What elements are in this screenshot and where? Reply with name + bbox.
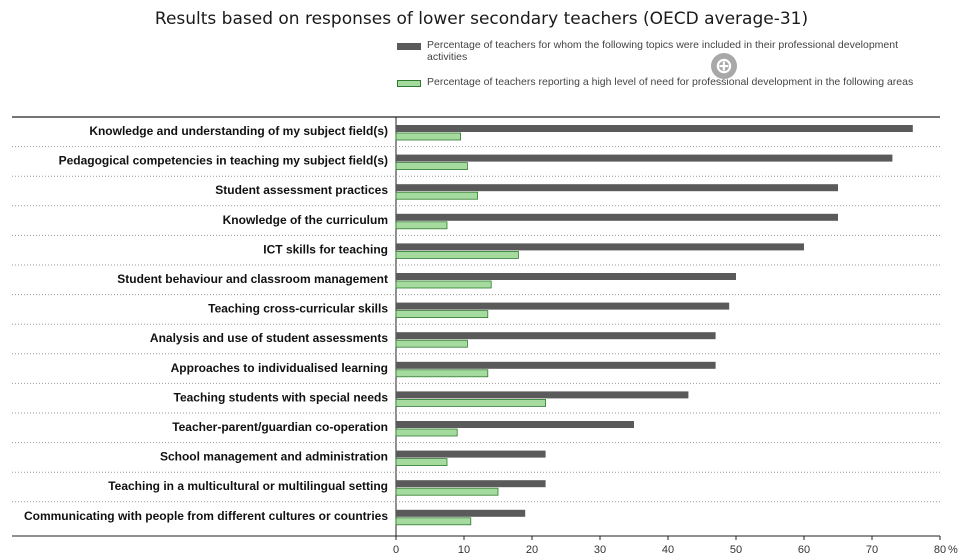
bar-need [395,280,492,289]
bar-need [395,310,489,319]
x-tick-label: 40 [662,544,674,556]
x-tick-label: 10 [458,544,470,556]
bar-need [395,191,478,200]
bar-included [396,302,730,310]
x-unit-label: % [948,544,958,556]
legend-swatch-need [397,80,421,87]
x-tick-label: 70 [866,544,878,556]
bar-included [396,421,634,428]
category-label: Knowledge and understanding of my subjec… [89,124,388,138]
x-tick-label: 50 [730,544,742,556]
category-label: Analysis and use of student assessments [150,331,388,345]
x-tick-label: 30 [594,544,606,556]
bar-included [396,509,526,517]
category-label: Knowledge of the curriculum [223,213,388,227]
bar-included [396,243,804,251]
x-tick-label: 80 [934,544,946,556]
category-label: ICT skills for teaching [263,242,388,256]
x-tick-label: 60 [798,544,810,556]
bar-need [395,250,519,259]
legend-item-need: Percentage of teachers reporting a high … [397,76,917,88]
bar-included [396,273,736,280]
bar-included [396,154,893,162]
category-label: School management and administration [160,450,388,464]
bar-need [395,132,461,141]
bar-included [396,125,913,132]
category-label: Teaching cross-curricular skills [208,302,388,316]
legend-label-need: Percentage of teachers reporting a high … [427,76,914,88]
category-label: Communicating with people from different… [24,509,388,523]
x-tick-label: 0 [393,544,399,556]
bar-included [396,184,838,192]
bar-included [396,332,716,340]
bar-need [395,339,468,348]
category-label: Student assessment practices [215,183,388,197]
x-tick-label: 20 [526,544,538,556]
legend-item-included: Percentage of teachers for whom the foll… [397,39,917,63]
bar-need [395,458,448,467]
bar-need [395,369,489,378]
category-label: Teacher-parent/guardian co-operation [172,420,388,434]
legend-swatch-included [397,43,421,50]
bar-need [395,221,448,230]
category-label: Teaching students with special needs [174,390,389,404]
bar-need [395,398,547,407]
bar-included [396,480,546,488]
bar-need [395,162,468,171]
bar-included [396,450,546,458]
chart-title: Results based on responses of lower seco… [154,9,809,29]
legend: Percentage of teachers for whom the foll… [397,39,917,88]
category-label: Pedagogical competencies in teaching my … [59,154,388,168]
category-label: Student behaviour and classroom manageme… [117,272,388,286]
bar-need [395,517,472,526]
bar-included [396,361,716,369]
bar-included [396,213,838,221]
zoom-in-icon[interactable]: ⊕ [711,53,737,79]
category-label: Approaches to individualised learning [171,361,388,375]
legend-label-included: Percentage of teachers for whom the foll… [427,39,899,63]
bar-included [396,391,689,399]
bar-need [395,428,458,437]
category-label: Teaching in a multicultural or multiling… [108,479,388,493]
bar-need [395,487,499,496]
